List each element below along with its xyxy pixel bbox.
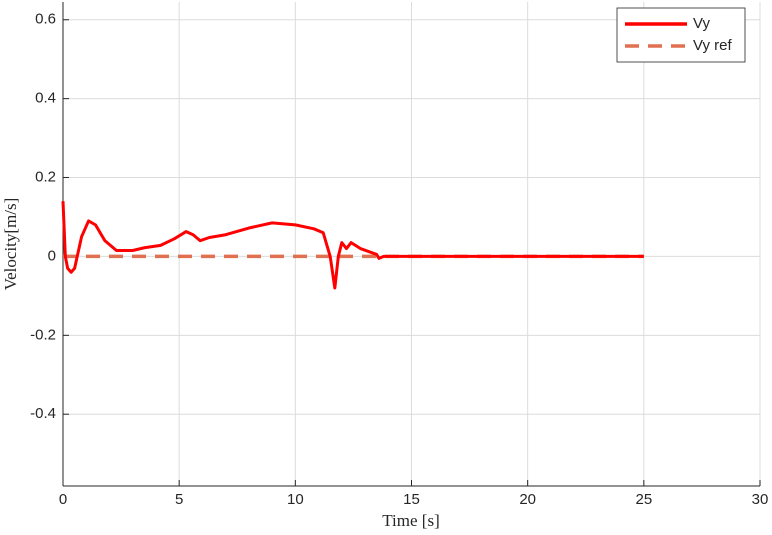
x-tick-label: 30	[752, 491, 769, 508]
x-axis-label: Time [s]	[382, 511, 439, 530]
y-tick-label: 0.2	[35, 169, 56, 186]
y-tick-label: 0	[48, 247, 56, 264]
y-tick-label: 0.6	[35, 11, 56, 28]
legend-label: Vy	[693, 15, 710, 32]
legend-label: Vy ref	[693, 37, 732, 54]
x-tick-label: 15	[403, 491, 420, 508]
y-axis-label: Velocity[m/s]	[1, 198, 20, 291]
y-tick-label: 0.4	[35, 90, 56, 107]
x-tick-label: 10	[287, 491, 304, 508]
x-tick-label: 5	[175, 491, 183, 508]
y-tick-label: -0.4	[30, 405, 56, 422]
y-tick-label: -0.2	[30, 326, 56, 343]
x-tick-label: 0	[59, 491, 67, 508]
legend-box	[616, 7, 746, 63]
x-tick-label: 25	[635, 491, 652, 508]
series-line	[61, 201, 644, 290]
legend: Vy Vy ref	[616, 7, 746, 63]
x-tick-label: 20	[519, 491, 536, 508]
